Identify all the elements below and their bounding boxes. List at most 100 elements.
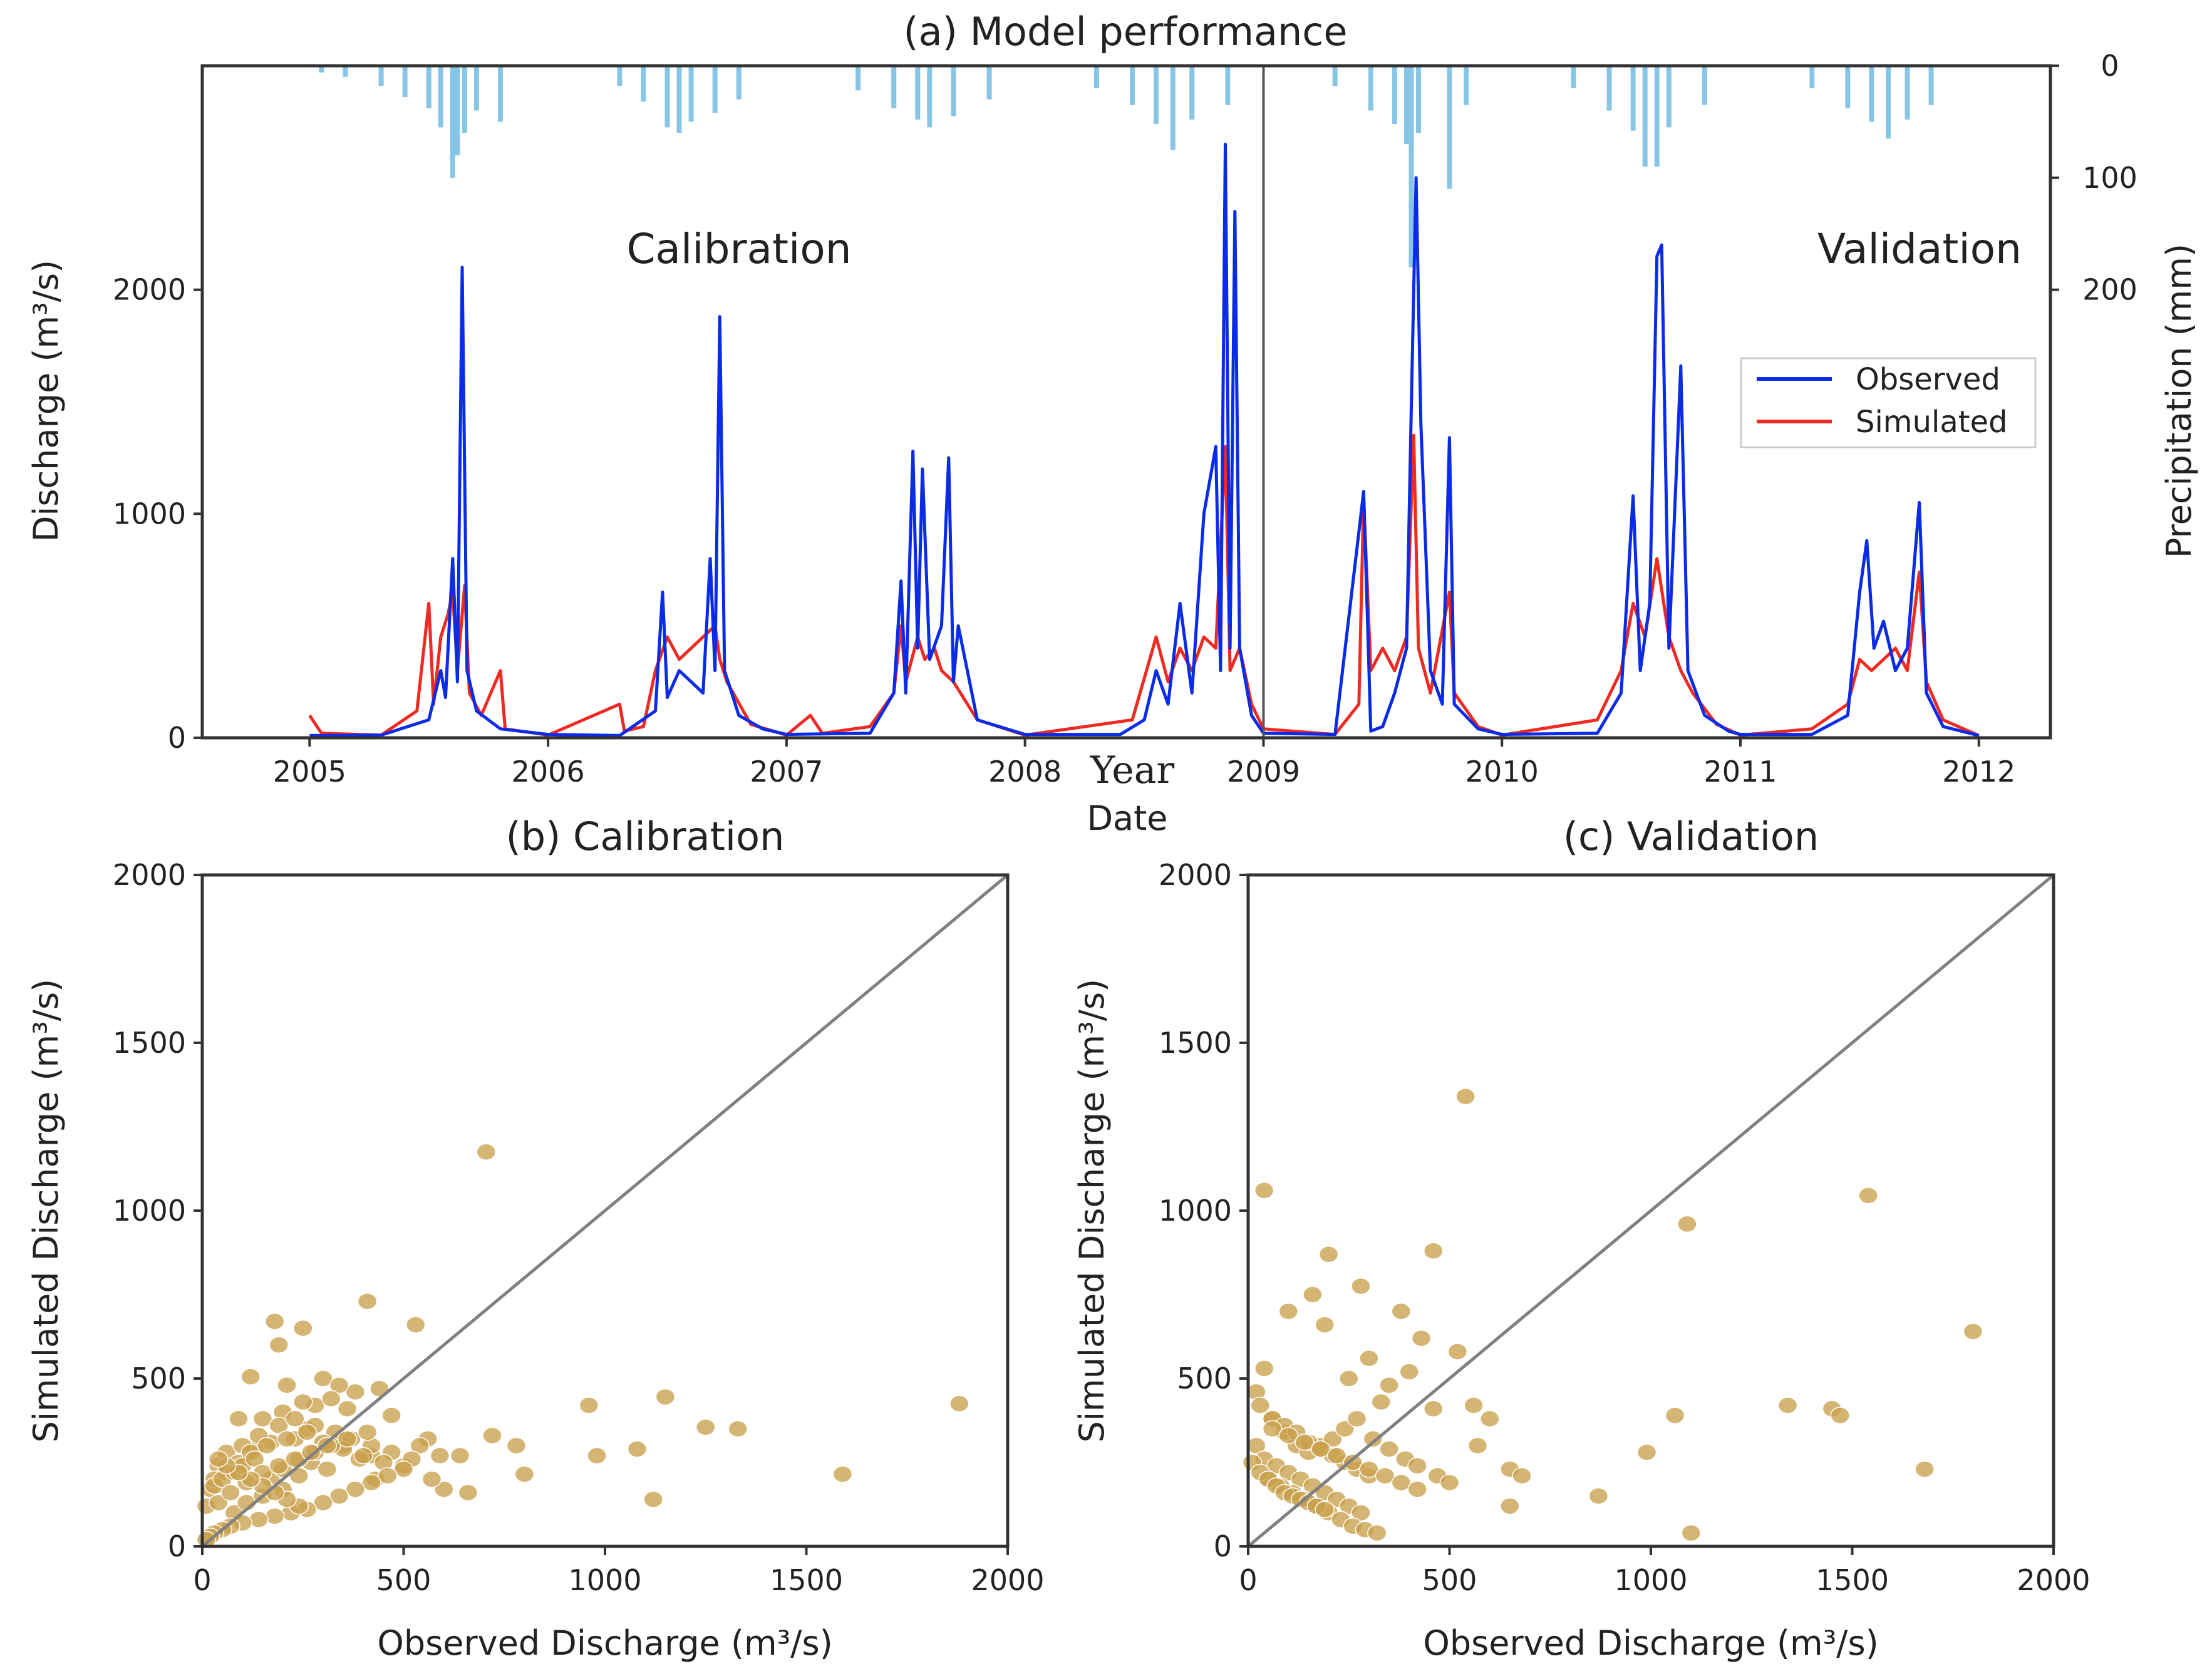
b-point-96: [301, 1444, 321, 1461]
c-point-26: [1915, 1460, 1935, 1478]
year-label: Year: [1090, 748, 1175, 792]
c-point-99: [1407, 1481, 1427, 1498]
b-point-91: [220, 1484, 240, 1501]
b-y-tick-label-2000: 2000: [113, 858, 186, 892]
b-point-73: [257, 1437, 277, 1454]
c-point-0: [1455, 1088, 1476, 1105]
precip-bar-44: [1702, 66, 1707, 105]
c-point-11: [1411, 1329, 1432, 1347]
b-point-75: [297, 1424, 317, 1441]
b-point-21: [450, 1447, 470, 1465]
c-point-1: [1254, 1182, 1274, 1199]
c-x-tick-label-500: 500: [1422, 1563, 1477, 1597]
b-point-27: [696, 1418, 716, 1436]
precip-bar-9: [473, 66, 479, 111]
c-point-9: [1315, 1316, 1335, 1333]
panel-a-title: (a) Model performance: [903, 9, 1347, 54]
c-point-20: [1480, 1410, 1500, 1428]
precip-bar-5: [438, 66, 443, 128]
precip-bar-26: [1154, 66, 1159, 124]
precip-bar-22: [951, 66, 956, 116]
b-point-62: [269, 1417, 289, 1434]
y-tick-label-0: 0: [168, 721, 186, 755]
b-point-24: [579, 1397, 599, 1414]
b-point-26: [655, 1388, 676, 1406]
b-point-18: [337, 1400, 358, 1417]
observed-series-line: [309, 142, 1980, 737]
b-point-34: [458, 1484, 478, 1501]
precip-bar-41: [1642, 66, 1648, 167]
b-point-3: [293, 1319, 313, 1337]
c-point-93: [1310, 1440, 1331, 1458]
precip-bar-10: [497, 66, 503, 122]
precip-bar-47: [1869, 66, 1874, 122]
c-point-50: [1250, 1397, 1271, 1414]
panel-b-one-to-one-line: [201, 874, 1009, 1548]
c-point-30: [1681, 1524, 1702, 1542]
b-y-tick-label-500: 500: [131, 1362, 186, 1395]
b-point-31: [832, 1466, 853, 1483]
b-point-58: [410, 1437, 430, 1454]
c-x-tick-label-0: 0: [1239, 1563, 1257, 1597]
c-point-92: [1295, 1434, 1315, 1451]
x-tick-label-2005: 2005: [273, 755, 346, 789]
c-point-22: [1963, 1323, 1983, 1340]
c-point-27: [1665, 1407, 1685, 1424]
c-point-2: [1858, 1187, 1878, 1204]
b-point-54: [317, 1460, 338, 1478]
panel-a-x-axis-label: Date: [1087, 799, 1167, 838]
b-point-6: [240, 1368, 261, 1386]
b-point-33: [514, 1466, 535, 1483]
precip-bar-3: [402, 66, 408, 98]
panel-b-x-axis-label: Observed Discharge (m³/s): [377, 1623, 832, 1663]
panel-c-y-axis-label: Simulated Discharge (m³/s): [1072, 979, 1112, 1442]
precip-bar-8: [462, 66, 467, 133]
c-point-42: [1335, 1420, 1355, 1438]
b-point-14: [293, 1393, 313, 1411]
precip-bar-34: [1408, 66, 1414, 267]
c-point-6: [1351, 1277, 1371, 1295]
precip-bar-24: [1093, 66, 1099, 88]
c-point-98: [1391, 1474, 1412, 1491]
b-y-tick-label-0: 0: [168, 1529, 186, 1563]
b-x-tick-label-500: 500: [376, 1563, 432, 1597]
b-point-11: [313, 1370, 333, 1387]
b-point-17: [321, 1390, 341, 1407]
y-tick-label-1000: 1000: [113, 497, 186, 530]
b-x-tick-label-0: 0: [193, 1563, 211, 1597]
panel-a-y-ticks: 0 1000 2000: [113, 273, 202, 755]
c-point-41: [1323, 1430, 1343, 1448]
panel-c-one-to-one-line: [1247, 874, 2055, 1548]
precip-bar-6: [450, 66, 455, 178]
c-y-tick-label-1000: 1000: [1159, 1194, 1232, 1228]
c-point-89: [1315, 1501, 1335, 1518]
precip-bar-42: [1654, 66, 1660, 167]
c-point-43: [1346, 1410, 1367, 1428]
calibration-annotation: Calibration: [626, 225, 851, 273]
precip-bar-30: [1332, 66, 1338, 86]
panel-c-y-ticks: 0 500 1000 1500 2000: [1159, 858, 1248, 1563]
panel-c-x-ticks: 0 500 1000 1500 2000: [1239, 1546, 2091, 1597]
c-point-23: [1777, 1397, 1798, 1414]
precip-bar-1: [343, 66, 348, 77]
b-point-84: [244, 1450, 265, 1468]
c-point-16: [1339, 1370, 1359, 1387]
c-point-34: [1254, 1360, 1274, 1377]
precip-bar-36: [1447, 66, 1452, 189]
b-point-63: [285, 1410, 305, 1428]
c-point-4: [1424, 1242, 1444, 1260]
b-point-36: [421, 1471, 442, 1488]
c-x-tick-label-1000: 1000: [1614, 1563, 1687, 1597]
b-point-23: [506, 1437, 527, 1454]
panel-a-x-ticks: 2005 2006 2007 2008 2009 2010 2011 2012: [273, 738, 2015, 789]
c-point-79: [1367, 1524, 1387, 1542]
precip-bar-23: [986, 66, 992, 100]
b-point-105: [313, 1494, 333, 1512]
panel-c-title: (c) Validation: [1563, 814, 1819, 859]
b-point-10: [229, 1410, 249, 1428]
panel-b-y-ticks: 0 500 1000 1500 2000: [113, 858, 202, 1563]
panel-b-title: (b) Calibration: [506, 814, 785, 859]
c-point-19: [1464, 1397, 1484, 1414]
c-point-91: [1278, 1427, 1299, 1444]
b-point-98: [337, 1430, 358, 1448]
